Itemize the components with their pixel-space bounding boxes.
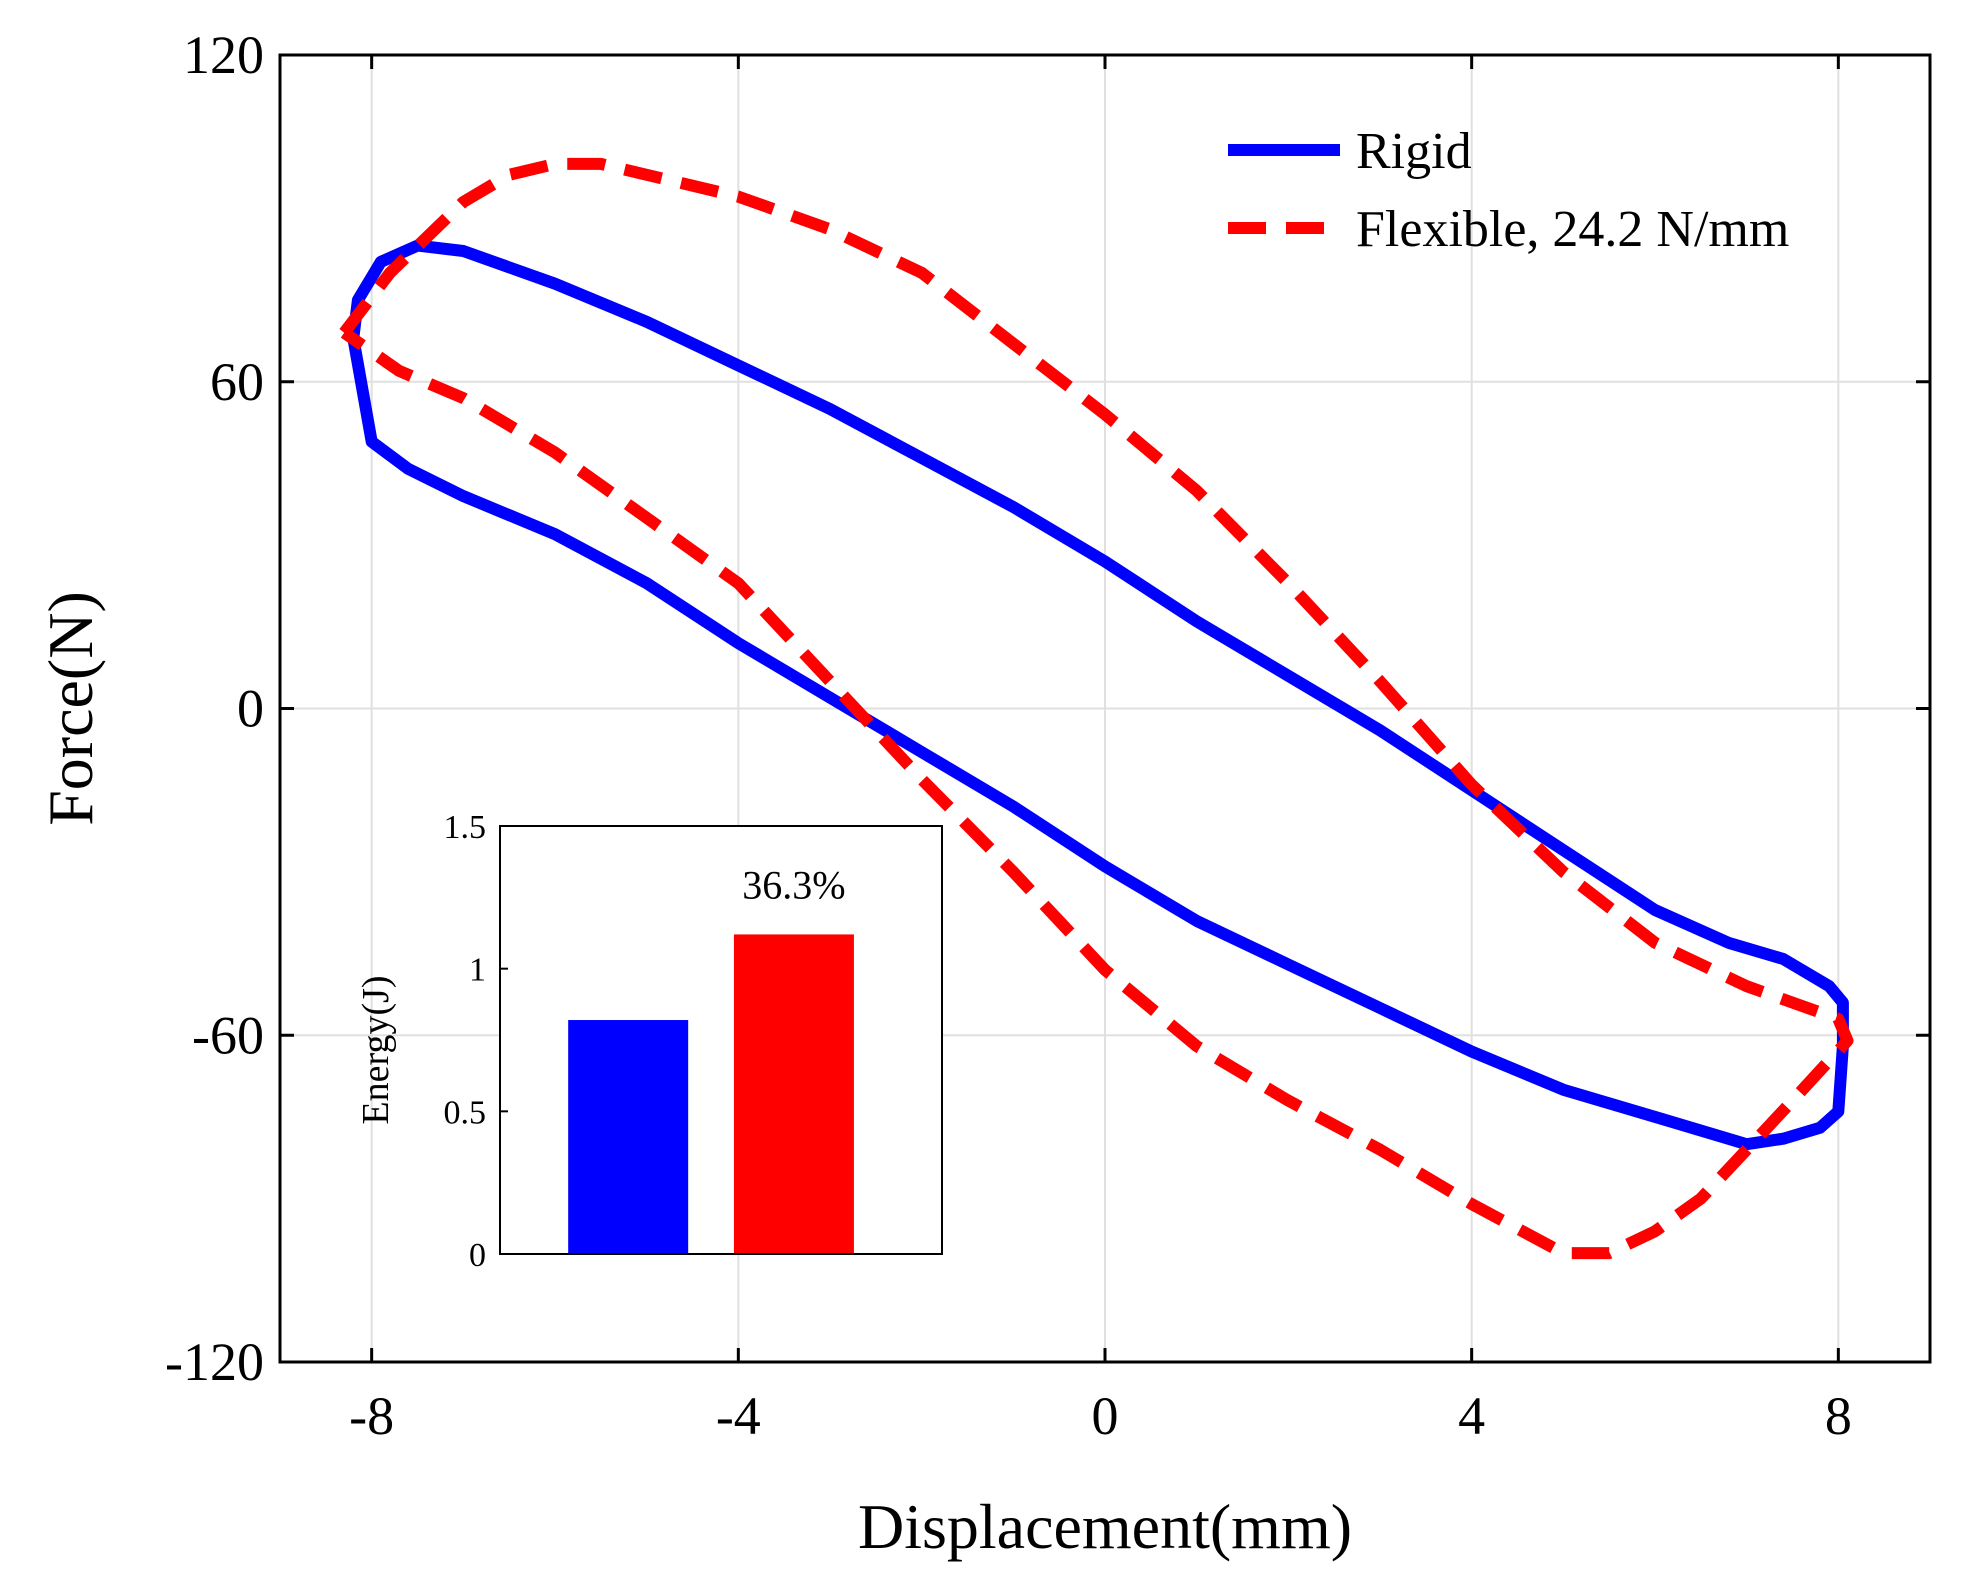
series-flexible-line (339, 157, 1854, 1260)
x-tick-label: -8 (349, 1386, 394, 1446)
x-tick-labels: -8 -4 0 4 8 (349, 1386, 1852, 1446)
inset-y-tick-label: 0 (469, 1237, 486, 1274)
inset-background (500, 826, 942, 1254)
energy-inset-chart: 0 0.5 1 1.5 Energy(J) 36.3% (355, 809, 943, 1274)
inset-y-axis-label: Energy(J) (355, 975, 397, 1124)
legend: Rigid Flexible, 24.2 N/mm (1228, 123, 1789, 258)
y-tick-label: -60 (192, 1005, 264, 1065)
y-tick-label: 60 (210, 352, 264, 412)
y-tick-label: 120 (183, 25, 264, 85)
y-tick-label: 0 (237, 679, 264, 739)
inset-tick-marks (500, 825, 508, 1255)
x-tick-label: 8 (1825, 1386, 1852, 1446)
x-tick-label: -4 (716, 1386, 761, 1446)
legend-label-rigid: Rigid (1356, 123, 1472, 180)
inset-annotation-percent: 36.3% (742, 862, 845, 907)
inset-bar-rigid (568, 1020, 689, 1254)
inset-y-tick-label: 0.5 (444, 1094, 487, 1131)
inset-y-tick-label: 1 (469, 952, 486, 989)
x-axis-label: Displacement(mm) (858, 1491, 1352, 1562)
inset-bars (568, 934, 854, 1254)
tick-marks (280, 53, 1930, 1364)
main-series-layer (339, 157, 1854, 1260)
inset-frame (499, 825, 943, 1255)
x-tick-label: 0 (1092, 1386, 1119, 1446)
inset-y-tick-labels: 0 0.5 1 1.5 (444, 809, 487, 1274)
legend-label-flexible: Flexible, 24.2 N/mm (1356, 201, 1789, 258)
y-axis-label: Force(N) (35, 591, 106, 826)
inset-y-tick-label: 1.5 (444, 809, 487, 846)
x-tick-label: 4 (1458, 1386, 1485, 1446)
y-tick-labels: -120 -60 0 60 120 (165, 25, 264, 1392)
y-tick-label: -120 (165, 1332, 264, 1392)
inset-bar-flexible (733, 934, 854, 1254)
